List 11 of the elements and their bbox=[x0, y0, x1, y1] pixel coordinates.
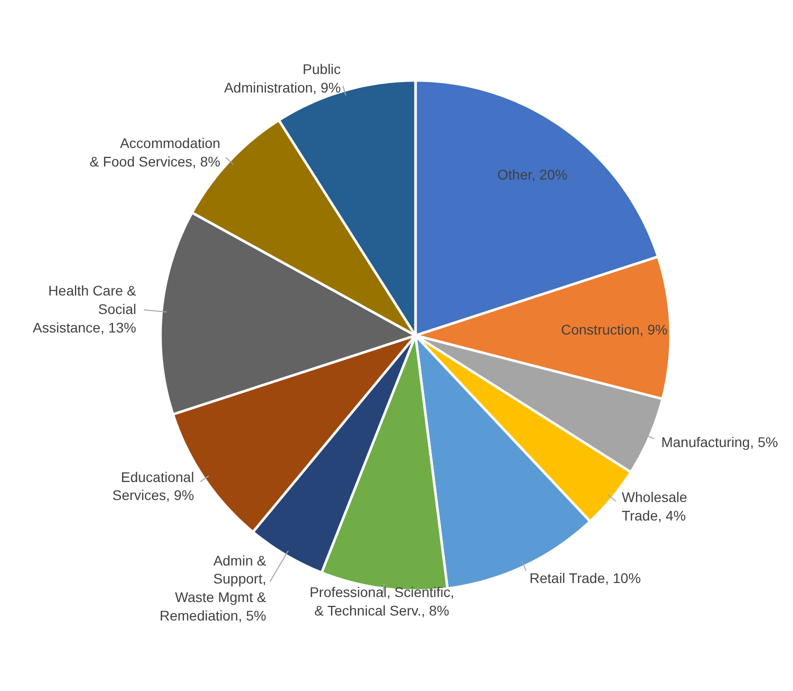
slice-label: Other, 20% bbox=[497, 166, 568, 183]
slice-label: Public Administration, 9% bbox=[224, 61, 341, 96]
slice-label: Health Care & Social Assistance, 13% bbox=[32, 282, 137, 336]
slice-label: Professional, Scientific, & Technical Serv., 8% bbox=[310, 584, 454, 618]
slice-label: Admin & Support, Waste Mgmt & Remediation, 5% bbox=[160, 552, 267, 624]
slice-label: Accommodation & Food Services, 8% bbox=[90, 135, 220, 170]
slice-label: Retail Trade, 10% bbox=[530, 570, 641, 586]
slice-label: Wholesale Trade, 4% bbox=[622, 488, 688, 524]
slice-label: Educational Services, 9% bbox=[112, 468, 194, 504]
slice-label: Construction, 9% bbox=[561, 321, 668, 338]
slice-label: Manufacturing, 5% bbox=[661, 434, 778, 450]
